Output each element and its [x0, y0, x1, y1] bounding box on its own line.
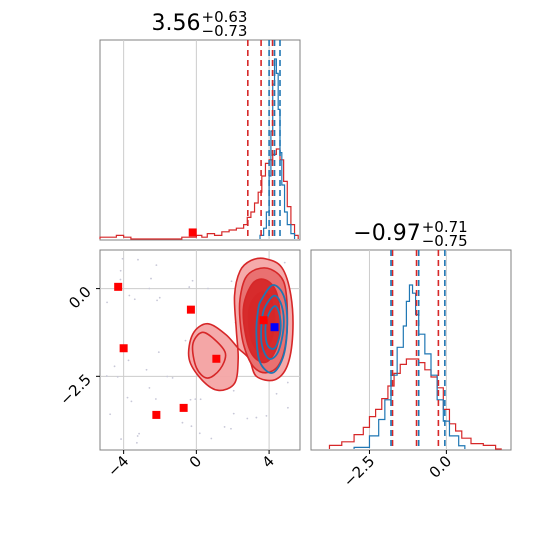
marginal-x-hist-red [99, 148, 299, 240]
joint-sample-point [148, 287, 151, 290]
joint-blue-contour [264, 305, 282, 350]
joint-sample-point [150, 277, 152, 280]
joint-sample-point [275, 392, 278, 395]
joint-red-contour [191, 331, 227, 379]
joint-red-marker [119, 344, 128, 353]
joint-red-marker [186, 305, 195, 314]
marginal-x-title-plus: +0.63 [202, 8, 248, 26]
joint-sample-point [190, 425, 193, 428]
marginal-y-title-minus: −0.75 [422, 232, 468, 250]
joint-sample-point [194, 398, 197, 400]
joint-sample-point [145, 368, 148, 371]
joint-sample-point [166, 375, 169, 378]
joint-sample-point [265, 415, 268, 417]
joint-sample-point [148, 387, 151, 389]
joint-sample-point [286, 381, 289, 384]
joint-sample-point [119, 269, 122, 272]
joint-sample-point [135, 441, 138, 444]
joint-sample-point [232, 389, 235, 392]
joint-sample-point [109, 413, 112, 416]
joint-red-marker [114, 282, 123, 291]
joint-sample-point [223, 426, 226, 428]
joint-red-marker [259, 316, 268, 325]
joint-red-marker [179, 403, 188, 412]
joint-y-tick-label: 0.0 [65, 283, 95, 313]
marginal-x-frame [99, 39, 301, 241]
joint-sample-point [157, 351, 160, 354]
joint-sample-point [207, 287, 209, 290]
marginal-y-frame [310, 249, 512, 451]
joint-sample-point [210, 437, 213, 440]
joint-x-tick-label: −4 [104, 452, 132, 480]
joint-sample-point [198, 432, 201, 435]
marginal-x-hist-blue [259, 58, 296, 239]
joint-sample-point [283, 261, 286, 264]
joint-y-tick-label: −2.5 [56, 370, 94, 408]
joint-sample-point [158, 296, 161, 299]
joint-sample-point [126, 396, 129, 399]
joint-sample-point [232, 412, 235, 415]
joint-red-marker [212, 354, 221, 363]
joint-sample-point [120, 438, 122, 440]
joint-sample-point [128, 294, 131, 297]
marginal-y-x-tick-label: −2.5 [340, 452, 378, 490]
joint-x-tick-label: 4 [258, 452, 277, 471]
marginal-x-title-minus: −0.73 [202, 22, 248, 40]
marginal-x-histograms [99, 58, 299, 240]
joint-sample-point [154, 398, 157, 400]
joint-sample-point [156, 299, 158, 302]
joint-markers [114, 228, 279, 419]
joint-blue-marker [270, 323, 279, 332]
marginal-x-panel: 3.56 +0.63 −0.73 [99, 8, 301, 241]
joint-sample-point [105, 375, 108, 377]
joint-blue-contour [255, 284, 289, 374]
joint-x-tick-label: 0 [186, 452, 205, 471]
joint-x-tick-labels: −4 0 4 [104, 450, 278, 480]
joint-sample-point [119, 278, 122, 281]
marginal-y-title-value: −0.97 [353, 221, 420, 246]
joint-sample-point [116, 375, 119, 378]
joint-sample-point [230, 427, 232, 430]
joint-sample-point [181, 421, 184, 424]
joint-blue-contours [255, 284, 289, 374]
joint-sample-point [137, 258, 139, 261]
joint-sample-point [127, 359, 130, 362]
joint-sample-point [130, 400, 133, 403]
marginal-x-quantile-lines [247, 40, 281, 240]
marginal-y-x-tick-labels: 0.0 −2.5 [340, 450, 455, 491]
joint-sample-point [155, 264, 158, 267]
joint-sample-point [171, 376, 174, 379]
joint-sample-point [106, 301, 108, 304]
joint-red-marker [152, 410, 161, 419]
marginal-y-histograms [328, 284, 502, 450]
joint-sample-point [188, 286, 191, 288]
joint-sample-point [136, 435, 139, 437]
joint-sample-point [189, 398, 192, 401]
joint-sample-point [246, 417, 249, 420]
marginal-y-hist-red [328, 358, 502, 450]
joint-blue-contour [260, 294, 285, 360]
joint-sample-point [287, 406, 289, 409]
joint-sample-point [113, 365, 116, 368]
joint-sample-point [255, 416, 258, 419]
joint-sample-point [121, 257, 124, 260]
joint-red-marker [188, 228, 197, 237]
joint-sample-point [191, 279, 194, 282]
joint-y-tick-labels: 0.0 −2.5 [56, 283, 100, 409]
joint-sample-point [184, 339, 187, 342]
marginal-y-hist-blue [353, 284, 466, 449]
marginal-y-panel: −0.97 +0.71 −0.75 0.0 −2.5 [310, 218, 512, 491]
joint-panel: −4 0 4 0.0 −2.5 [56, 228, 301, 480]
joint-sample-point [138, 432, 140, 435]
marginal-y-x-tick-label: 0.0 [426, 452, 456, 482]
joint-sample-point [230, 280, 233, 283]
marginal-y-title-plus: +0.71 [422, 218, 468, 236]
joint-sample-point [133, 298, 136, 301]
marginal-x-title-value: 3.56 [152, 11, 201, 36]
joint-sample-point [199, 398, 202, 401]
marginal-y-quantile-lines [390, 250, 446, 450]
